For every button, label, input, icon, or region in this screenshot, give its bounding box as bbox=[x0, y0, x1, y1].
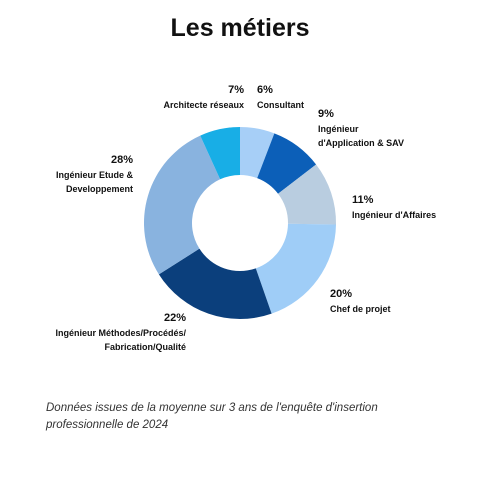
value-label: 9% bbox=[318, 108, 334, 120]
segment-label: 22% Ingénieur Méthodes/Procédés/ Fabricat… bbox=[55, 312, 186, 354]
segment-label: 6% Consultant bbox=[257, 84, 304, 113]
segment-label: 9% Ingénieur d'Application & SAV bbox=[318, 108, 404, 150]
value-label: 20% bbox=[330, 288, 353, 300]
donut-segment bbox=[158, 248, 272, 319]
donut-segment bbox=[255, 223, 336, 314]
value-label: 22% bbox=[163, 312, 186, 324]
category-label: Consultant bbox=[257, 100, 304, 110]
value-label: 6% bbox=[257, 84, 273, 96]
value-label: 7% bbox=[228, 84, 244, 96]
chart-title: Les métiers bbox=[170, 14, 310, 42]
category-label: Ingénieur d'Application & SAV bbox=[318, 124, 404, 148]
segment-label: 28% Ingénieur Etude & Developpement bbox=[56, 154, 133, 196]
category-label: Ingénieur Etude & Developpement bbox=[55, 170, 133, 194]
value-label: 28% bbox=[110, 154, 133, 166]
donut-segment bbox=[278, 164, 336, 225]
donut-segment bbox=[143, 135, 221, 275]
category-label: Chef de projet bbox=[330, 304, 391, 314]
category-label: Ingénieur Méthodes/Procédés/ Fabrication… bbox=[55, 328, 186, 352]
donut-segment bbox=[257, 133, 317, 194]
segment-label: 7% Architecte réseaux bbox=[163, 84, 244, 113]
category-label: Architecte réseaux bbox=[163, 100, 244, 110]
footnote: Données issues de la moyenne sur 3 ans d… bbox=[46, 402, 378, 431]
segment-label: 20% Chef de projet bbox=[330, 288, 391, 317]
category-label: Ingénieur d'Affaires bbox=[352, 210, 437, 220]
segment-label: 11% Ingénieur d'Affaires bbox=[352, 194, 436, 223]
donut-segment bbox=[200, 127, 240, 180]
value-label: 11% bbox=[352, 194, 374, 206]
donut-segment bbox=[240, 127, 275, 179]
